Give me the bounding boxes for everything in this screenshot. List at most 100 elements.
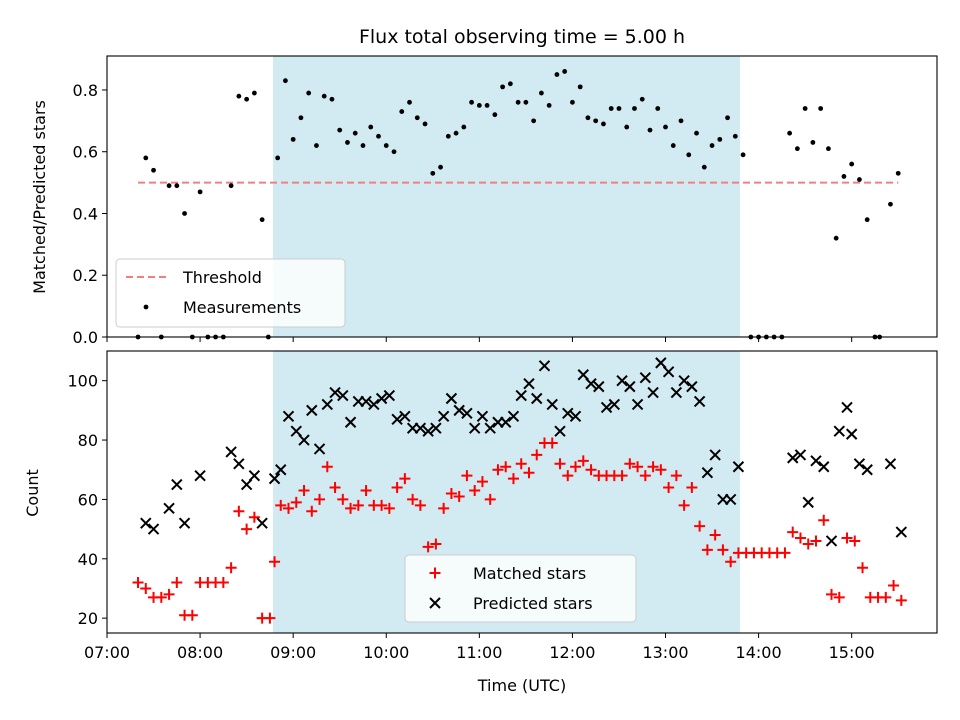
predicted-stars-point (500, 416, 512, 428)
x-tick-label: 08:00 (177, 643, 223, 662)
predicted-stars-point (476, 410, 489, 423)
matched-stars-point (275, 499, 287, 511)
measurement-point (717, 136, 723, 142)
measurement-point (391, 149, 397, 155)
predicted-stars-point (321, 398, 334, 411)
measurement-point (709, 143, 715, 148)
matched-stars-point (492, 464, 504, 476)
predicted-stars-point (368, 398, 380, 411)
measurement-point (663, 124, 668, 130)
measurement-point (554, 72, 560, 77)
measurement-point (143, 155, 149, 161)
x-tick-label: 15:00 (829, 643, 875, 662)
matched-stars-point (241, 523, 253, 535)
predicted-stars-point (430, 422, 442, 434)
predicted-stars-point (163, 502, 175, 515)
predicted-stars-point (306, 404, 318, 417)
legend-box (115, 258, 346, 328)
predicted-stars-point (375, 392, 388, 405)
measurement-point (422, 121, 428, 127)
matched-stars-point (570, 461, 582, 473)
matched-stars-point (888, 580, 900, 592)
predicted-stars-point (248, 469, 261, 482)
x-tick-label: 13:00 (642, 643, 688, 662)
matched-stars-point (186, 609, 198, 621)
measurement-point (864, 217, 870, 223)
matched-stars-point (725, 556, 737, 568)
measurement-point (461, 124, 467, 130)
matched-stars-point (554, 458, 566, 470)
matched-stars-point (453, 490, 465, 502)
matched-stars-point (857, 562, 869, 574)
measurement-point (523, 99, 529, 105)
matched-stars-point (663, 482, 675, 494)
x-tick-label: 14:00 (736, 643, 782, 662)
x-tick-label: 10:00 (363, 643, 409, 662)
predicted-stars-point (298, 434, 310, 446)
predicted-stars-point (895, 526, 908, 538)
predicted-stars-point (484, 422, 496, 434)
matched-stars-point (352, 499, 364, 511)
matched-stars-point (507, 473, 519, 485)
measurement-point (453, 130, 459, 136)
matched-stars-point (826, 588, 838, 600)
predicted-stars-point (818, 461, 830, 473)
measurement-point (787, 130, 793, 136)
measurement-point (469, 99, 474, 105)
predicted-stars-point (810, 455, 822, 467)
matched-stars-point (233, 505, 245, 517)
measurement-point (888, 201, 893, 207)
bottom-panel: 20 40 60 80 100 07:00 08:00 09:00 10:00 11:00 12:0… (23, 350, 938, 695)
measurement-point (407, 99, 412, 105)
predicted-stars-point (523, 377, 535, 390)
matched-stars-point (577, 455, 589, 467)
legend-box (404, 554, 637, 623)
matched-stars-point (585, 464, 597, 476)
matched-stars-point (794, 532, 806, 544)
predicted-stars-point (344, 416, 357, 428)
matched-stars-point (217, 577, 229, 589)
top-y-tick-label: 0.6 (73, 143, 98, 162)
x-axis-label: Time (UTC) (477, 676, 566, 695)
measurement-point (608, 106, 614, 111)
matched-stars-point (399, 473, 411, 485)
legend-predicted-swatch (429, 597, 441, 609)
matched-stars-point (298, 485, 310, 497)
measurement-point (197, 189, 203, 195)
matched-stars-point (639, 470, 651, 482)
predicted-stars-point (631, 398, 644, 411)
predicted-stars-point (678, 374, 690, 387)
matched-stars-point (624, 458, 636, 470)
measurement-point (314, 143, 319, 148)
measurement-point (275, 155, 281, 161)
measurement-point (306, 90, 312, 96)
matched-stars-point (314, 493, 326, 505)
top-y-tick-label: 0.2 (73, 266, 98, 285)
predicted-stars-point (437, 410, 450, 423)
predicted-stars-point (337, 389, 349, 402)
chart-title: Flux total observing time = 5.00 h (359, 26, 685, 48)
predicted-stars-point (256, 517, 268, 529)
predicted-stars-point (701, 466, 714, 479)
measurement-point (802, 106, 808, 111)
measurement-point (368, 124, 374, 130)
measurement-point (639, 96, 645, 102)
matched-stars-point (290, 496, 302, 508)
matched-stars-point (787, 526, 799, 538)
matched-stars-point (422, 541, 434, 553)
predicted-stars-point (647, 386, 659, 399)
matched-stars-point (562, 470, 574, 482)
predicted-stars-point (686, 380, 698, 393)
matched-stars-point (132, 577, 144, 589)
measurement-point (244, 96, 250, 102)
measurement-point (515, 99, 521, 105)
measurement-point (818, 106, 824, 111)
bottom-y-axis-label: Count (23, 469, 42, 517)
matched-stars-point (694, 520, 706, 532)
top-y-tick-label: 0.4 (73, 204, 98, 223)
matched-stars-point (438, 502, 450, 514)
measurement-point (290, 136, 296, 142)
predicted-stars-point (399, 410, 411, 423)
matched-stars-point (264, 612, 276, 624)
